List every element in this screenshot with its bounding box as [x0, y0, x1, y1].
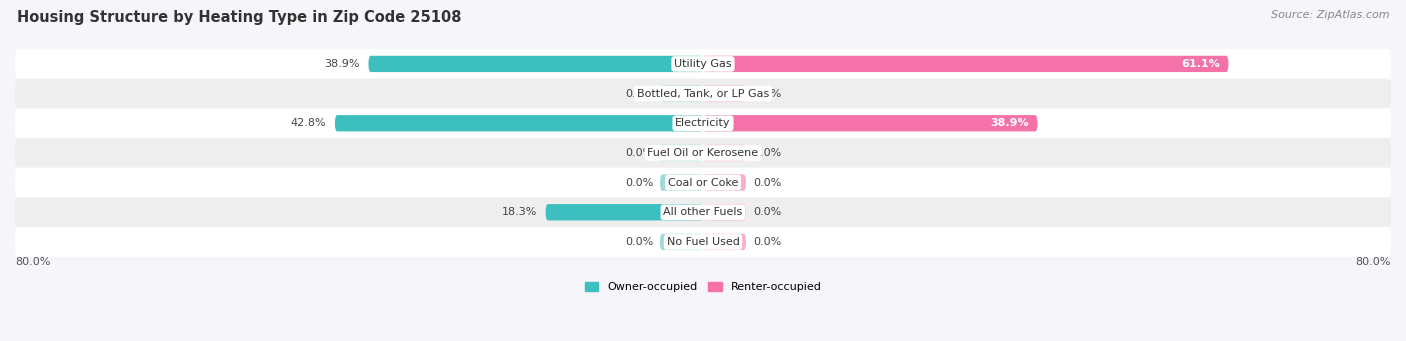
Text: 80.0%: 80.0%	[1355, 257, 1391, 267]
FancyBboxPatch shape	[15, 168, 1391, 197]
FancyBboxPatch shape	[15, 197, 1391, 227]
FancyBboxPatch shape	[703, 234, 747, 250]
Text: 42.8%: 42.8%	[291, 118, 326, 128]
FancyBboxPatch shape	[703, 115, 1038, 131]
FancyBboxPatch shape	[659, 145, 703, 161]
FancyBboxPatch shape	[15, 79, 1391, 108]
Text: Source: ZipAtlas.com: Source: ZipAtlas.com	[1271, 10, 1389, 20]
Text: 80.0%: 80.0%	[15, 257, 51, 267]
FancyBboxPatch shape	[15, 227, 1391, 257]
Text: 0.0%: 0.0%	[752, 148, 782, 158]
Text: Bottled, Tank, or LP Gas: Bottled, Tank, or LP Gas	[637, 89, 769, 99]
FancyBboxPatch shape	[659, 86, 703, 102]
FancyBboxPatch shape	[15, 138, 1391, 168]
Text: 0.0%: 0.0%	[752, 89, 782, 99]
Text: 18.3%: 18.3%	[502, 207, 537, 217]
Text: 0.0%: 0.0%	[752, 207, 782, 217]
FancyBboxPatch shape	[703, 145, 747, 161]
FancyBboxPatch shape	[703, 175, 747, 191]
FancyBboxPatch shape	[335, 115, 703, 131]
Text: 38.9%: 38.9%	[325, 59, 360, 69]
Text: 0.0%: 0.0%	[752, 237, 782, 247]
FancyBboxPatch shape	[546, 204, 703, 220]
FancyBboxPatch shape	[15, 108, 1391, 138]
FancyBboxPatch shape	[703, 204, 747, 220]
FancyBboxPatch shape	[15, 49, 1391, 79]
Text: Coal or Coke: Coal or Coke	[668, 178, 738, 188]
Text: Housing Structure by Heating Type in Zip Code 25108: Housing Structure by Heating Type in Zip…	[17, 10, 461, 25]
Text: No Fuel Used: No Fuel Used	[666, 237, 740, 247]
FancyBboxPatch shape	[703, 86, 747, 102]
Text: 61.1%: 61.1%	[1181, 59, 1220, 69]
Text: Utility Gas: Utility Gas	[675, 59, 731, 69]
FancyBboxPatch shape	[659, 175, 703, 191]
Text: All other Fuels: All other Fuels	[664, 207, 742, 217]
FancyBboxPatch shape	[703, 56, 1229, 72]
Text: Electricity: Electricity	[675, 118, 731, 128]
Text: 0.0%: 0.0%	[752, 178, 782, 188]
FancyBboxPatch shape	[659, 234, 703, 250]
Text: 0.0%: 0.0%	[624, 89, 654, 99]
Legend: Owner-occupied, Renter-occupied: Owner-occupied, Renter-occupied	[581, 278, 825, 297]
Text: 0.0%: 0.0%	[624, 178, 654, 188]
FancyBboxPatch shape	[368, 56, 703, 72]
Text: 38.9%: 38.9%	[990, 118, 1029, 128]
Text: 0.0%: 0.0%	[624, 237, 654, 247]
Text: 0.0%: 0.0%	[624, 148, 654, 158]
Text: Fuel Oil or Kerosene: Fuel Oil or Kerosene	[647, 148, 759, 158]
